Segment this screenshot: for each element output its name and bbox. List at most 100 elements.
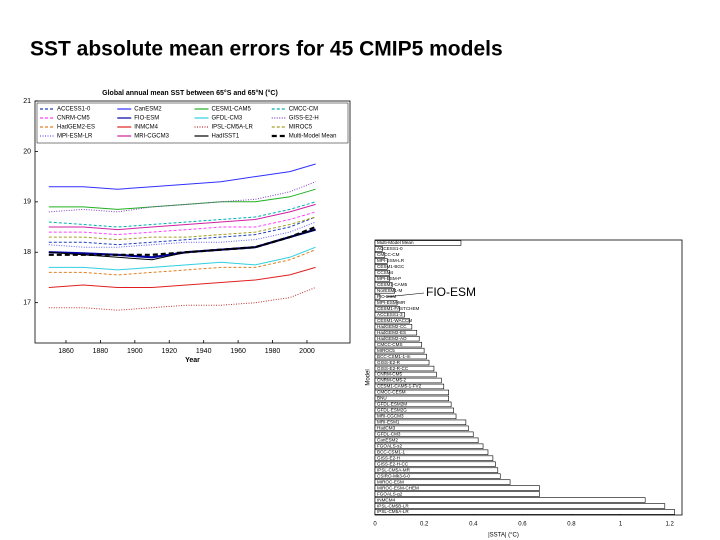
annotation-pointer: [387, 292, 425, 298]
x-tick-label: 1960: [230, 348, 246, 355]
category-label: IPSL-CM5A-LR: [377, 509, 409, 514]
bar: [374, 461, 496, 467]
bar: [374, 270, 391, 276]
bar: [374, 401, 452, 408]
category-label: HadCM3: [377, 426, 396, 431]
bar: [374, 467, 499, 473]
bar: [374, 264, 388, 270]
series-line: [48, 203, 316, 231]
y-tick-label: 18: [23, 249, 31, 256]
category-label: GFDL-ESM2G: [377, 408, 407, 413]
category-label: FGOALS-s2: [377, 443, 402, 448]
category-label: HadGEM2-AO: [377, 336, 407, 341]
y-axis-label: Model: [366, 369, 372, 385]
category-label: CanESM2: [377, 437, 398, 442]
bar: [374, 419, 467, 426]
category-label: NorESM1-M: [377, 288, 402, 293]
bar: [374, 300, 398, 306]
bar: [374, 240, 462, 246]
bar: [374, 282, 393, 288]
bar: [374, 312, 405, 318]
legend-label: GFDL-CM3: [212, 116, 243, 122]
legend-label: HadISST1: [212, 134, 240, 140]
category-label: CSIRO-Mk3-6-0: [377, 473, 410, 478]
legend-label: CanESM2: [134, 107, 162, 113]
category-label: CESM1-BGC: [377, 264, 405, 269]
bar: [374, 306, 400, 312]
x-tick-label: 0: [373, 522, 377, 528]
bar: [374, 479, 511, 485]
x-tick-label: 0.8: [567, 522, 576, 528]
series-line: [48, 221, 316, 248]
bar: [374, 389, 449, 396]
y-tick-label: 17: [23, 300, 31, 307]
category-label: HadGEM2-ES: [377, 330, 406, 335]
chart-title: Global annual mean SST between 65°S and …: [102, 89, 278, 97]
bar: [374, 413, 457, 420]
legend-label: Multi-Model Mean: [289, 134, 337, 140]
bar: [374, 503, 666, 509]
legend-label: MRI-CGCM3: [134, 134, 169, 140]
y-tick-label: 20: [23, 148, 31, 155]
bar: [374, 341, 422, 348]
bar: [374, 288, 395, 294]
x-tick-label: 0.4: [469, 522, 478, 528]
bar: [374, 455, 494, 461]
category-label: CMCC-CESM: [377, 390, 406, 395]
series-line: [48, 249, 316, 276]
bar: [374, 329, 418, 336]
bar: [374, 449, 489, 455]
legend-label: GISS-E2-H: [289, 116, 319, 122]
bar: [374, 485, 540, 491]
x-tick-label: 1920: [161, 348, 177, 355]
series-line: [48, 287, 316, 311]
category-label: GISS-E2-R: [377, 360, 401, 365]
bar: [374, 371, 437, 378]
bar: [374, 431, 474, 437]
bar: [374, 437, 479, 443]
bar: [374, 359, 430, 366]
category-label: GFDL-CM3: [377, 432, 401, 437]
category-label: GISS-E2-H-CC: [377, 461, 409, 466]
category-label: FGOALS-g2: [377, 491, 403, 496]
bar: [374, 383, 445, 390]
x-tick-label: 1860: [58, 348, 74, 355]
category-label: GISS-E2-H: [377, 455, 400, 460]
x-tick-label: 0.6: [518, 522, 527, 528]
bar: [374, 323, 413, 330]
bar: [374, 318, 410, 324]
series-line: [48, 201, 316, 228]
category-label: IPSL-CM5A-MR: [377, 467, 411, 472]
category-label: BNU: [377, 396, 387, 401]
series-line: [48, 216, 316, 241]
bar: [374, 276, 391, 282]
legend-label: MIROC5: [289, 125, 313, 131]
category-label: CMCC-CMS: [377, 342, 403, 347]
slide-title: SST absolute mean errors for 45 CMIP5 mo…: [30, 38, 503, 61]
y-tick-label: 21: [23, 98, 31, 105]
legend-label: CMCC-CM: [289, 107, 318, 113]
category-label: MPI-ESM-P: [377, 276, 401, 281]
category-label: Multi-Model Mean: [377, 240, 414, 245]
x-tick-label: 1980: [265, 348, 281, 355]
category-label: CMCC-CM: [377, 252, 400, 257]
bar: [374, 252, 386, 258]
x-tick-label: 2000: [299, 348, 315, 355]
category-label: BCC-CSM1-1: [377, 449, 406, 454]
legend-box: [36, 102, 349, 144]
legend-label: ACCESS1-0: [57, 107, 91, 113]
series-line: [48, 225, 317, 256]
series-line: [48, 246, 316, 271]
category-label: FIO-ESM: [377, 294, 396, 299]
x-axis-label: Year: [185, 357, 200, 364]
bar: [374, 395, 449, 402]
bar: [374, 365, 435, 372]
bar: [374, 443, 484, 449]
category-label: MPI-ESM-MR: [377, 300, 406, 305]
series-line: [48, 181, 316, 213]
category-label: MIROC5: [377, 348, 395, 353]
plot-frame: [34, 100, 351, 344]
category-label: CNRM-CM5: [377, 372, 402, 377]
legend-label: MPI-ESM-LR: [57, 134, 93, 140]
series-line: [48, 216, 316, 246]
